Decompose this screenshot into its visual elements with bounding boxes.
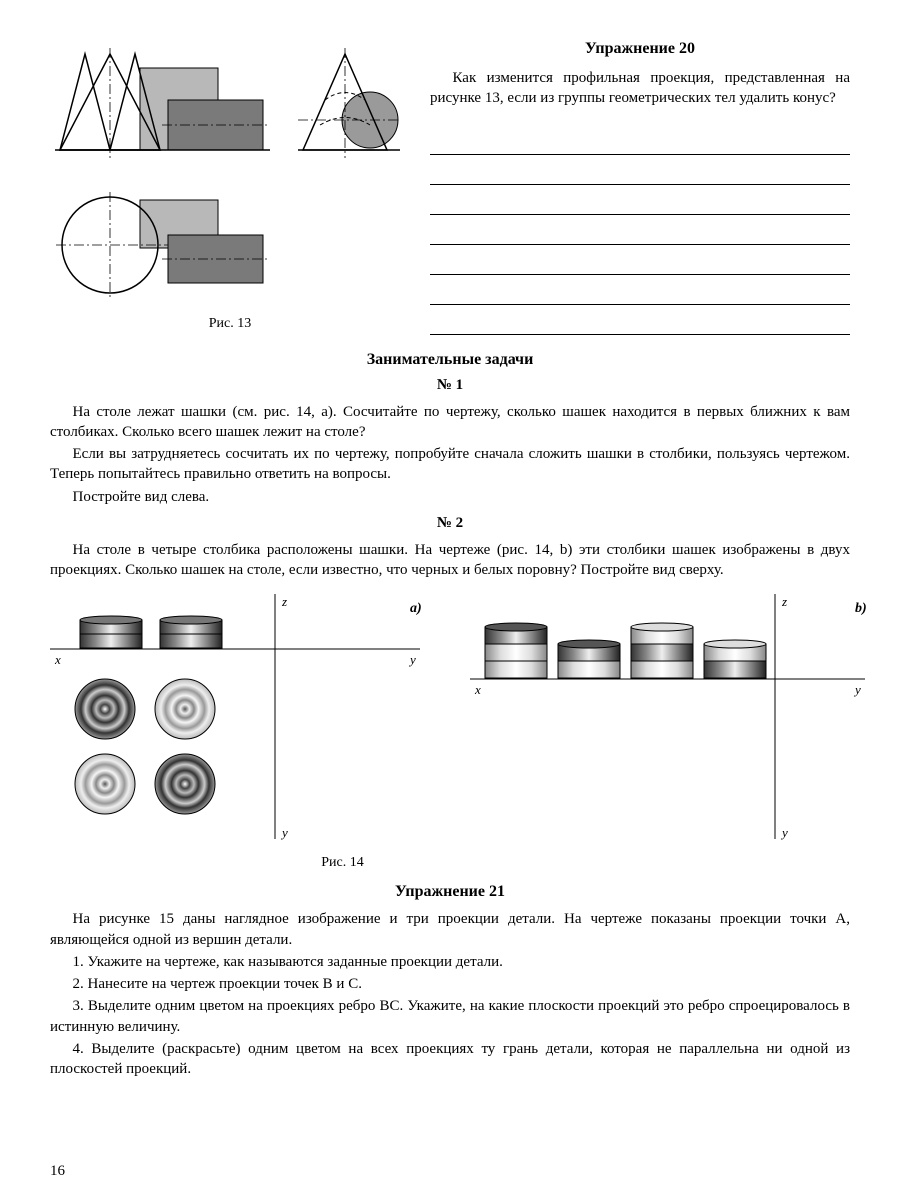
figure-13-svg — [50, 40, 410, 310]
task-1-p3: Постройте вид слева. — [50, 487, 850, 507]
figure-14-a-svg: z x y а) y — [50, 594, 430, 844]
task-1-p2: Если вы затрудняетесь сосчитать их по че… — [50, 444, 850, 485]
axis-y-label: y — [408, 652, 416, 667]
checker-top-1 — [75, 679, 135, 739]
figure-14-a: z x y а) y — [50, 594, 430, 849]
exercise-21-intro: На рисунке 15 даны наглядное изображение… — [50, 909, 850, 950]
exercise-21-list: 1. Укажите на чертеже, как называются за… — [50, 952, 850, 1080]
checker-top-2 — [155, 679, 215, 739]
exercise-20: Упражнение 20 Как изменится профильная п… — [430, 40, 850, 339]
svg-text:y: y — [853, 682, 861, 697]
exercise-20-text: Как изменится профильная проекция, предс… — [430, 68, 850, 109]
answer-line[interactable] — [430, 129, 850, 155]
exercise-21-item-3: 3. Выделите одним цветом на проекциях ре… — [50, 996, 850, 1037]
figure-14-b-svg: z b) x y y — [470, 594, 870, 844]
task-1-p1: На столе лежат шашки (см. рис. 14, а). С… — [50, 402, 850, 443]
answer-line[interactable] — [430, 279, 850, 305]
front-stack-1 — [80, 616, 142, 648]
answer-line[interactable] — [430, 249, 850, 275]
label-a: а) — [410, 601, 422, 616]
exercise-21-title: Упражнение 21 — [50, 883, 850, 901]
answer-line[interactable] — [430, 189, 850, 215]
stack-b1 — [485, 623, 547, 678]
axis-y-label-2: y — [280, 825, 288, 840]
checker-top-3 — [75, 754, 135, 814]
stack-b3 — [631, 623, 693, 678]
exercise-21-item-4: 4. Выделите (раскрасьте) одним цветом на… — [50, 1039, 850, 1080]
figure-13: Рис. 13 — [50, 40, 410, 339]
svg-text:z: z — [781, 594, 787, 609]
answer-lines — [430, 129, 850, 335]
entertaining-title: Занимательные задачи — [50, 351, 850, 369]
exercise-20-title: Упражнение 20 — [430, 40, 850, 58]
svg-text:y: y — [780, 825, 788, 840]
task-2-p1: На столе в четыре столбика расположены ш… — [50, 540, 850, 581]
svg-text:x: x — [474, 682, 481, 697]
top-section: Рис. 13 Упражнение 20 Как изменится проф… — [50, 40, 850, 339]
task-2-number: № 2 — [50, 515, 850, 532]
stack-b2 — [558, 640, 620, 678]
figure-14-caption: Рис. 14 — [0, 855, 850, 871]
figure-14: z x y а) y — [50, 594, 850, 849]
axis-z-label: z — [281, 594, 287, 609]
figure-13-caption: Рис. 13 — [50, 316, 410, 332]
task-1-number: № 1 — [50, 377, 850, 394]
exercise-21-item-1: 1. Укажите на чертеже, как называются за… — [50, 952, 850, 972]
stack-b4 — [704, 640, 766, 678]
checker-top-4 — [155, 754, 215, 814]
answer-line[interactable] — [430, 309, 850, 335]
answer-line[interactable] — [430, 159, 850, 185]
page-number: 16 — [50, 1163, 65, 1180]
svg-text:b): b) — [855, 601, 867, 616]
axis-x-label: x — [54, 652, 61, 667]
front-stack-2 — [160, 616, 222, 648]
answer-line[interactable] — [430, 219, 850, 245]
figure-14-b: z b) x y y — [470, 594, 870, 849]
exercise-21-item-2: 2. Нанесите на чертеж проекции точек В и… — [50, 974, 850, 994]
